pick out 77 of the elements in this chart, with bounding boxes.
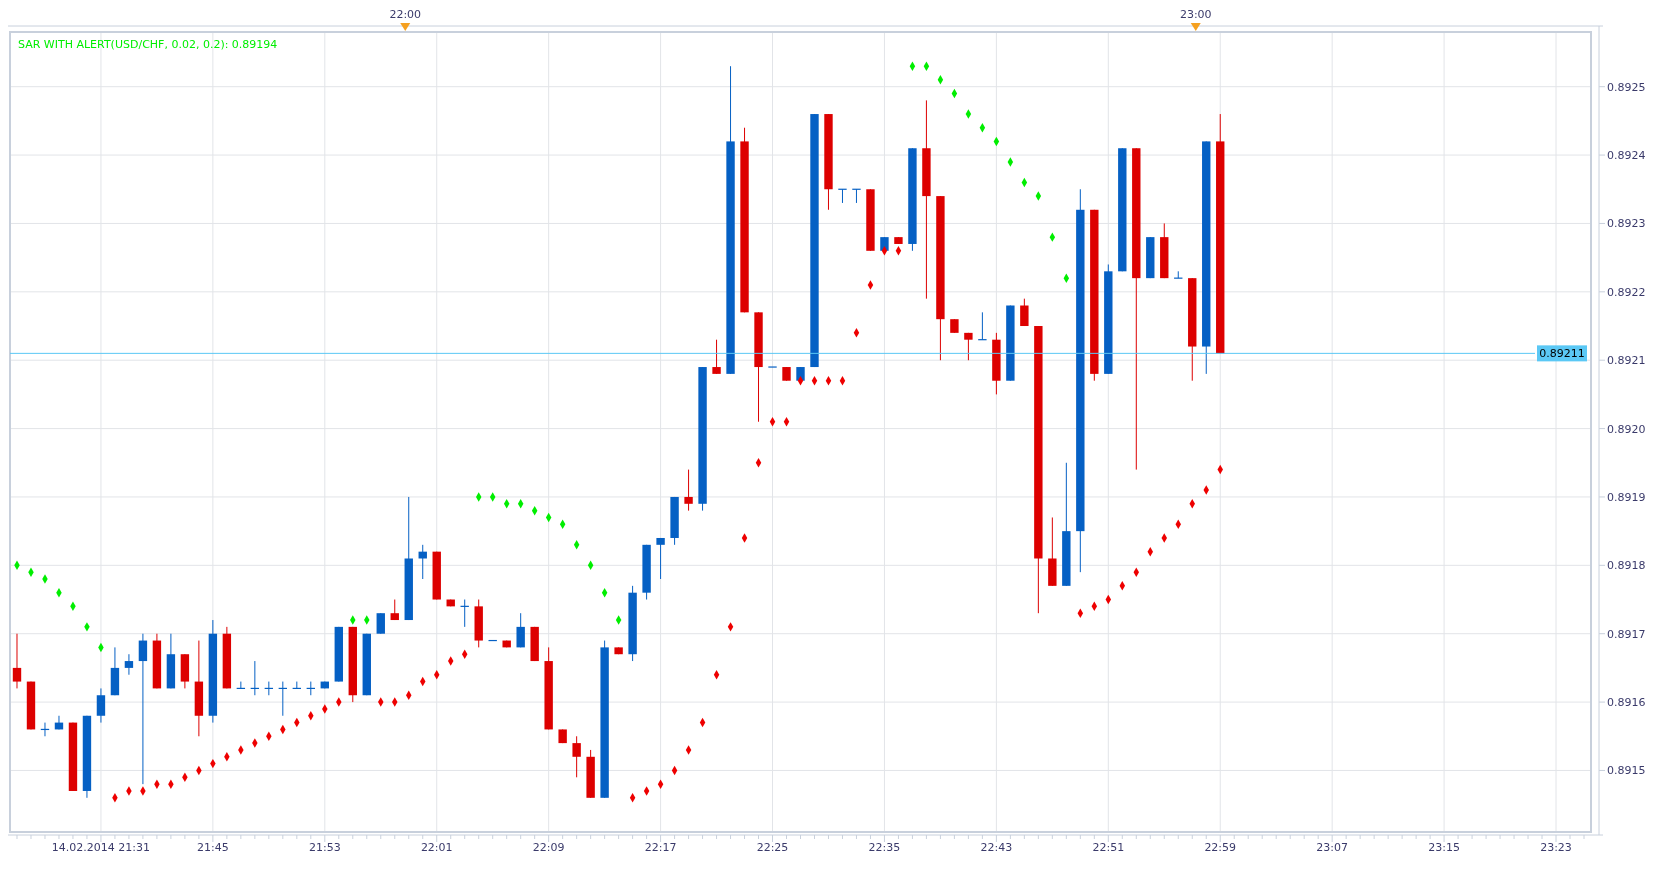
point	[923, 61, 930, 71]
point	[1007, 157, 1014, 167]
y-tick-label: 0.8923	[1607, 217, 1646, 231]
point	[741, 533, 748, 543]
candlestick	[851, 188, 862, 204]
point	[755, 458, 762, 468]
point	[769, 417, 776, 427]
y-tick-label: 0.8917	[1607, 627, 1646, 641]
point	[517, 499, 524, 509]
point	[657, 779, 664, 789]
point	[853, 328, 860, 338]
x-tick-label: 22:01	[420, 841, 453, 854]
x-tick-label: 22:43	[980, 841, 1013, 854]
point	[895, 246, 902, 256]
point	[1133, 567, 1140, 577]
point	[503, 499, 510, 509]
text: 22:00	[389, 8, 422, 21]
point	[1063, 273, 1070, 283]
point	[629, 793, 636, 803]
point	[1049, 232, 1056, 242]
x-tick-label: 23:07	[1316, 841, 1349, 854]
point	[909, 61, 916, 71]
candlestick	[977, 311, 988, 341]
y-tick-label: 0.8916	[1607, 696, 1646, 710]
point	[685, 745, 692, 755]
point	[783, 417, 790, 427]
point	[1119, 581, 1126, 591]
x-tick-label: 22:59	[1204, 841, 1237, 854]
text: SAR WITH ALERT(USD/CHF, 0.02, 0.2): 0.89194	[18, 38, 278, 51]
point	[937, 75, 944, 85]
point	[615, 615, 622, 625]
candlestick	[712, 339, 721, 375]
x-tick-label: 22:35	[868, 841, 901, 854]
point	[447, 656, 454, 666]
x-tick-label: 22:17	[644, 841, 677, 854]
y-tick-label: 0.8921	[1607, 354, 1646, 368]
candlestick	[572, 735, 581, 778]
point	[1077, 608, 1084, 618]
point	[643, 786, 650, 796]
x-tick-label: 23:15	[1428, 841, 1460, 854]
y-tick-label: 0.8924	[1607, 149, 1646, 163]
point	[461, 649, 468, 659]
point	[1035, 191, 1042, 201]
point	[965, 109, 972, 119]
candlestick	[837, 188, 848, 204]
ref-line-label: 0.89211	[1539, 347, 1585, 361]
x-tick-label: 21:45	[197, 841, 229, 854]
candlestick	[12, 633, 22, 689]
candlestick	[964, 332, 973, 361]
point	[1161, 533, 1168, 543]
candlestick	[684, 469, 693, 512]
x-tick-label: 22:25	[756, 841, 789, 854]
candlestick	[516, 612, 525, 648]
point	[475, 492, 482, 502]
point	[881, 246, 888, 256]
candlestick	[124, 653, 134, 676]
text: 23:00	[1179, 8, 1212, 21]
point	[727, 622, 734, 632]
x-tick-label: 23:23	[1540, 841, 1572, 854]
candlestick	[138, 633, 148, 785]
candlestick	[656, 537, 665, 580]
candlestick	[1020, 298, 1029, 327]
x-tick-label: 22:09	[532, 841, 565, 854]
y-tick-label: 0.8918	[1607, 559, 1646, 573]
point	[867, 280, 874, 290]
point	[573, 540, 580, 550]
x-tick-label: 22:51	[1092, 841, 1125, 854]
y-tick-label: 0.8922	[1607, 285, 1646, 299]
y-tick-label: 0.8925	[1607, 80, 1646, 94]
x-tick-label: 21:53	[308, 841, 341, 854]
candlestick	[96, 687, 106, 724]
point	[489, 492, 496, 502]
x-tick-label: 14.02.2014 21:31	[51, 841, 151, 854]
candlestick	[376, 612, 385, 635]
y-tick-label: 0.8915	[1607, 764, 1646, 778]
y-tick-label: 0.8920	[1607, 422, 1646, 436]
y-tick-label: 0.8919	[1607, 490, 1646, 504]
